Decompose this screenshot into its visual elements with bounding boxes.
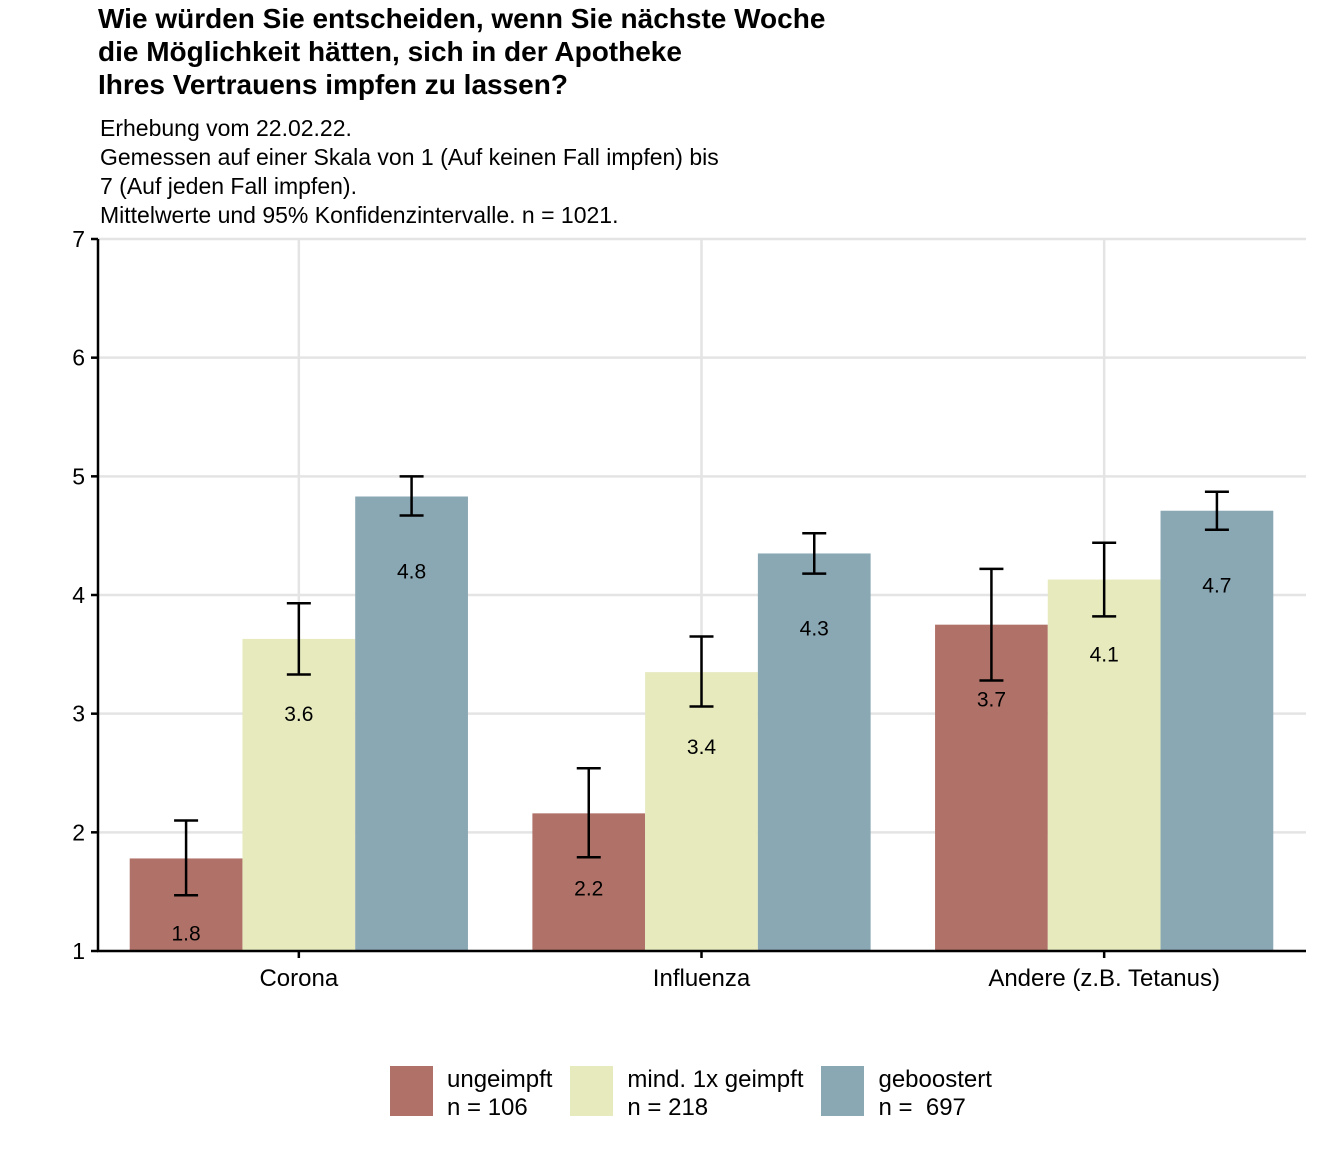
- legend-label-line: ungeimpft: [447, 1066, 553, 1093]
- y-tick-label: 5: [72, 463, 85, 489]
- error-bar: [399, 475, 424, 517]
- chart-subtitle-line: Erhebung vom 22.02.22.: [100, 115, 352, 141]
- x-tick-label: Influenza: [653, 965, 751, 992]
- y-tick-label: 6: [72, 345, 85, 371]
- legend-label: mind. 1x geimpft n = 218: [627, 1066, 803, 1122]
- y-tick-label: 1: [72, 938, 85, 964]
- chart-subtitle: Erhebung vom 22.02.22. Gemessen auf eine…: [100, 114, 719, 230]
- legend: ungeimpft n = 106 mind. 1x geimpft n = 2…: [390, 1066, 1010, 1122]
- data-label: 3.4: [687, 736, 717, 759]
- chart-subtitle-line: Gemessen auf einer Skala von 1 (Auf kein…: [100, 144, 719, 170]
- error-bar: [1204, 490, 1229, 531]
- data-label: 4.7: [1202, 575, 1231, 598]
- error-bar: [286, 602, 311, 676]
- data-label: 3.6: [284, 703, 313, 726]
- legend-label-line: n = 218: [627, 1094, 709, 1121]
- x-tick-label: Andere (z.B. Tetanus): [988, 965, 1220, 992]
- error-bar: [174, 819, 199, 897]
- bar: [1047, 579, 1161, 951]
- bar: [645, 672, 758, 951]
- legend-label-line: mind. 1x geimpft: [627, 1066, 804, 1093]
- y-tick-label: 2: [72, 819, 85, 845]
- legend-label: ungeimpft n = 106: [447, 1066, 552, 1122]
- data-label: 2.2: [574, 877, 603, 900]
- legend-label-line: n = 106: [447, 1094, 528, 1121]
- bar: [242, 638, 356, 951]
- chart-subtitle-line: Mittelwerte und 95% Konfidenzintervalle.…: [100, 202, 619, 228]
- legend-key-ungeimpft: [390, 1066, 433, 1116]
- error-bar: [576, 767, 601, 859]
- legend-key-geimpft: [570, 1066, 614, 1116]
- data-label: 3.7: [977, 689, 1006, 712]
- legend-item-geboostert: geboostert n = 697: [821, 1066, 992, 1122]
- bar: [355, 496, 468, 951]
- legend-item-geimpft: mind. 1x geimpft n = 218: [570, 1066, 803, 1122]
- legend-item-ungeimpft: ungeimpft n = 106: [390, 1066, 552, 1122]
- legend-label-line: geboostert: [878, 1066, 992, 1093]
- data-label: 1.8: [171, 922, 200, 945]
- y-tick-label: 3: [72, 701, 85, 727]
- legend-label-line: n = 697: [878, 1094, 966, 1121]
- error-bar: [689, 635, 714, 708]
- error-bar: [1092, 541, 1117, 618]
- error-bar: [979, 567, 1004, 682]
- y-tick-label: 4: [72, 582, 85, 608]
- error-bar: [802, 532, 827, 575]
- data-label: 4.8: [397, 561, 426, 584]
- bar: [757, 553, 871, 951]
- y-tick-label: 7: [72, 226, 85, 252]
- legend-label: geboostert n = 697: [878, 1066, 991, 1122]
- chart-subtitle-line: 7 (Auf jeden Fall impfen).: [100, 173, 357, 199]
- chart-title-line: Ihres Vertrauens impfen zu lassen?: [98, 69, 568, 100]
- data-label: 4.3: [800, 617, 829, 640]
- chart-title-line: Wie würden Sie entscheiden, wenn Sie näc…: [98, 3, 826, 34]
- x-tick-label: Corona: [259, 965, 338, 992]
- chart-title: Wie würden Sie entscheiden, wenn Sie näc…: [98, 2, 825, 101]
- legend-key-geboostert: [821, 1066, 865, 1116]
- bar: [1160, 510, 1274, 951]
- data-label: 4.1: [1090, 644, 1119, 667]
- chart-title-line: die Möglichkeit hätten, sich in der Apot…: [98, 36, 682, 67]
